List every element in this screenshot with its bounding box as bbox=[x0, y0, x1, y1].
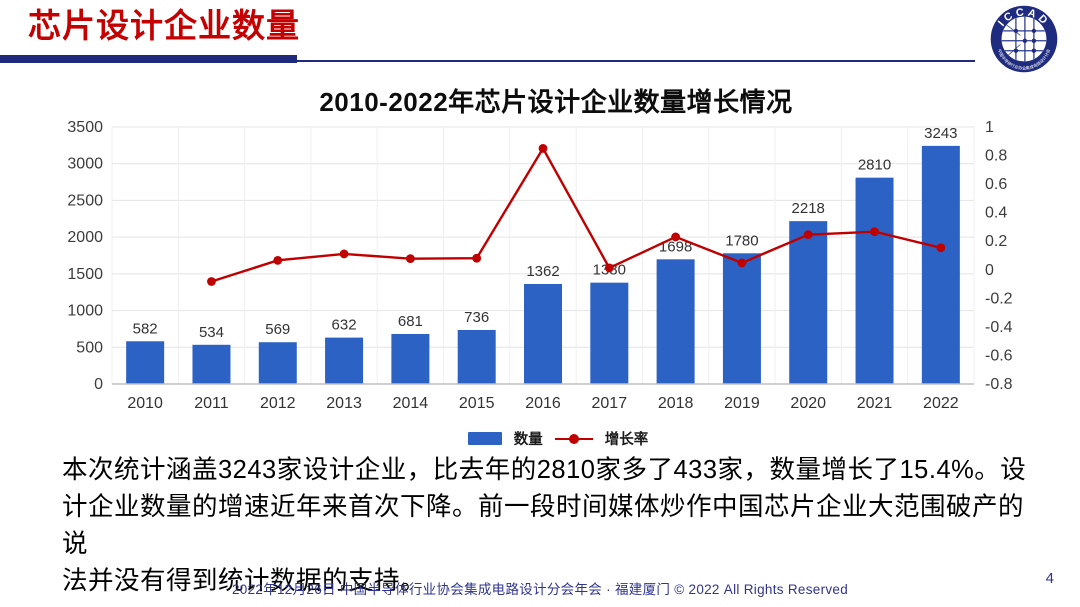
bar bbox=[457, 329, 496, 384]
bar bbox=[126, 341, 165, 384]
growth-line-marker bbox=[207, 277, 216, 286]
growth-line-marker bbox=[339, 249, 349, 259]
left-axis-tick: 2000 bbox=[67, 229, 103, 246]
bar bbox=[921, 145, 960, 384]
title-underline-thin bbox=[297, 60, 975, 62]
bar-value-label: 2810 bbox=[858, 157, 891, 174]
right-axis-tick: -0.4 bbox=[985, 319, 1013, 336]
growth-line-marker bbox=[273, 255, 283, 265]
right-axis-tick: 0.8 bbox=[985, 148, 1007, 165]
bar-value-label: 1362 bbox=[526, 263, 559, 280]
bar-value-label: 632 bbox=[332, 317, 357, 334]
x-axis-label: 2010 bbox=[127, 395, 163, 412]
bar-value-label: 736 bbox=[464, 309, 489, 326]
bar bbox=[524, 283, 562, 384]
x-axis-label: 2018 bbox=[658, 395, 694, 412]
growth-line-marker bbox=[671, 232, 681, 242]
growth-chart: 0 500 1000 1500 2000 2500 3000 3500 1 0.8 0.6 0.4 0.… bbox=[67, 119, 1013, 412]
right-axis-tick: 0 bbox=[985, 262, 994, 279]
x-axis-label: 2020 bbox=[790, 395, 826, 412]
legend-line-label: 增长率 bbox=[604, 432, 649, 448]
bar-value-label: 3243 bbox=[924, 125, 957, 142]
bar bbox=[722, 253, 761, 384]
growth-line-marker bbox=[803, 230, 813, 240]
x-axis-label: 2022 bbox=[923, 395, 959, 412]
legend-bar-label: 数量 bbox=[513, 432, 543, 448]
bar bbox=[590, 282, 629, 384]
page-title: 芯片设计企业数量 bbox=[28, 7, 300, 44]
right-axis-tick: -0.2 bbox=[985, 290, 1013, 307]
bar-value-label: 582 bbox=[133, 320, 158, 337]
bar-value-label: 534 bbox=[199, 324, 224, 341]
footer-text: 2022年12月26日 中国半导体行业协会集成电路设计分会年会 · 福建厦门 ©… bbox=[231, 582, 849, 597]
summary-line-2: 计企业数量的增速近年来首次下降。前一段时间媒体炒作中国芯片企业大范围破产的说 bbox=[62, 493, 1025, 558]
x-axis-label: 2013 bbox=[326, 395, 362, 412]
summary-text: 本次统计涵盖3243家设计企业，比去年的2810家多了433家，数量增长了15.… bbox=[62, 452, 1047, 600]
page-number: 4 bbox=[1045, 570, 1054, 587]
chart-legend: 数量 增长率 bbox=[0, 428, 1080, 449]
x-axis-label: 2021 bbox=[857, 395, 893, 412]
summary-line-1: 本次统计涵盖3243家设计企业，比去年的2810家多了433家，数量增长了15.… bbox=[62, 456, 1027, 484]
legend-bar-swatch-icon bbox=[467, 432, 502, 445]
right-axis-tick: -0.8 bbox=[985, 376, 1013, 393]
bar-value-label: 569 bbox=[265, 321, 290, 338]
x-axis-label: 2017 bbox=[592, 395, 628, 412]
bar bbox=[325, 337, 364, 384]
right-axis-tick: 0.6 bbox=[985, 176, 1007, 193]
growth-line-marker bbox=[936, 243, 946, 253]
bar bbox=[789, 221, 828, 384]
growth-line-marker bbox=[604, 263, 614, 273]
iccad-logo-icon: ICCAD 中国半导体行业协会集成电路设计分会 bbox=[990, 5, 1058, 73]
bar bbox=[192, 344, 231, 384]
bar-value-label: 1698 bbox=[659, 238, 692, 255]
legend-line-marker-icon bbox=[554, 433, 593, 444]
bar-value-label: 681 bbox=[398, 313, 423, 330]
right-axis-tick: 0.4 bbox=[985, 205, 1007, 222]
x-axis-label: 2014 bbox=[393, 395, 429, 412]
x-axis-label: 2011 bbox=[194, 395, 229, 412]
growth-line-marker bbox=[472, 253, 482, 263]
left-axis-tick: 500 bbox=[76, 339, 103, 356]
growth-line-marker bbox=[870, 227, 879, 237]
left-axis-tick: 1000 bbox=[67, 303, 103, 320]
bar bbox=[855, 177, 894, 384]
right-axis-tick: -0.6 bbox=[985, 347, 1013, 364]
chart-title: 2010-2022年芯片设计企业数量增长情况 bbox=[319, 87, 793, 117]
x-axis-label: 2019 bbox=[724, 395, 760, 412]
x-axis-label: 2015 bbox=[459, 395, 495, 412]
bar-value-label: 1780 bbox=[725, 232, 758, 249]
bar bbox=[391, 333, 430, 384]
left-axis-tick: 3000 bbox=[67, 156, 103, 173]
right-axis-tick: 1 bbox=[985, 119, 994, 136]
left-axis-tick: 3500 bbox=[67, 119, 103, 136]
x-axis-label: 2012 bbox=[260, 395, 296, 412]
bar bbox=[258, 342, 297, 384]
left-axis-tick: 1500 bbox=[67, 266, 103, 283]
growth-line-marker bbox=[405, 254, 415, 264]
left-axis-tick: 0 bbox=[94, 376, 103, 393]
summary-line-3: 法并没有得到统计数据的支持。 bbox=[62, 567, 427, 595]
growth-line-marker bbox=[538, 144, 548, 153]
right-axis-tick: 0.2 bbox=[985, 233, 1007, 250]
growth-line-marker bbox=[737, 258, 747, 268]
x-axis-label: 2016 bbox=[525, 395, 561, 412]
left-axis-tick: 2500 bbox=[67, 192, 103, 209]
bar-value-label: 2218 bbox=[792, 200, 825, 217]
title-underline-thick bbox=[0, 55, 297, 63]
growth-line bbox=[211, 146, 942, 283]
logo-grid-dots bbox=[1013, 28, 1037, 53]
bar bbox=[656, 259, 695, 384]
